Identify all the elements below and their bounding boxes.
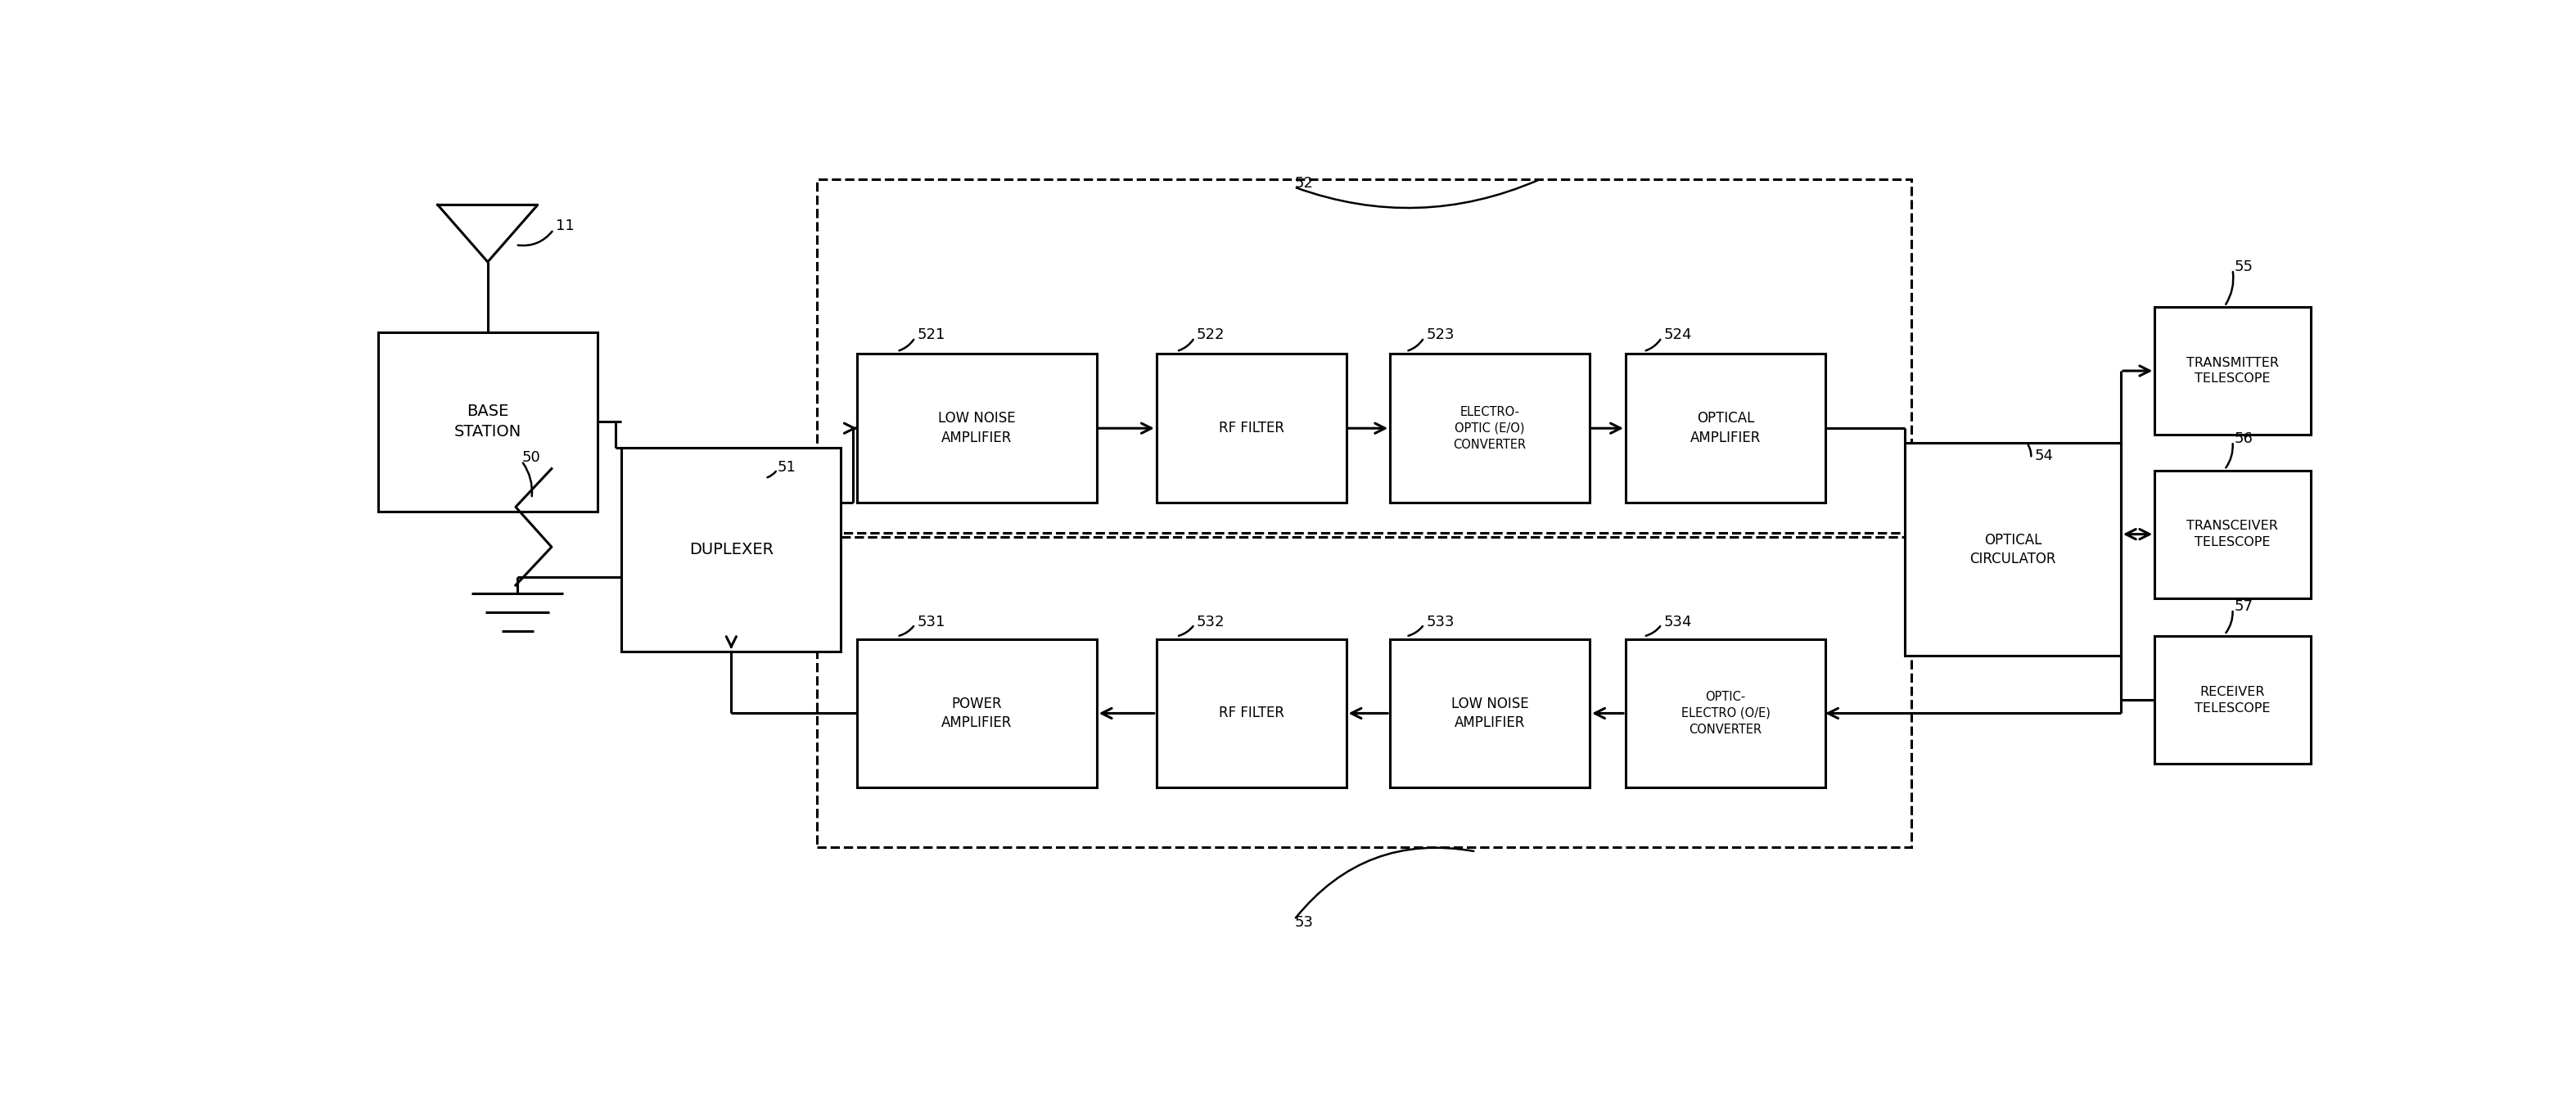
Bar [1157,639,1347,788]
Text: 534: 534 [1664,614,1692,629]
Text: 56: 56 [2233,432,2254,446]
Text: BASE
STATION: BASE STATION [453,404,520,440]
Text: 523: 523 [1427,328,1455,343]
Text: OPTIC-
ELECTRO (O/E)
CONVERTER: OPTIC- ELECTRO (O/E) CONVERTER [1682,691,1770,736]
Bar [817,537,1911,848]
Bar [858,639,1097,788]
Text: RF FILTER: RF FILTER [1218,421,1283,435]
Text: 53: 53 [1293,915,1314,929]
Text: RECEIVER
TELESCOPE: RECEIVER TELESCOPE [2195,686,2269,714]
Text: 52: 52 [1293,177,1314,191]
Text: 532: 532 [1195,614,1224,629]
Text: RF FILTER: RF FILTER [1218,706,1283,720]
Bar [1157,354,1347,503]
Text: POWER
AMPLIFIER: POWER AMPLIFIER [940,696,1012,730]
Text: 57: 57 [2233,599,2254,614]
Bar [858,354,1097,503]
Text: 51: 51 [778,460,796,474]
Text: 531: 531 [917,614,945,629]
Bar [1906,443,2120,656]
Text: OPTICAL
AMPLIFIER: OPTICAL AMPLIFIER [1690,411,1762,445]
Bar [1391,354,1589,503]
Bar [1391,639,1589,788]
Bar [379,333,598,512]
Text: LOW NOISE
AMPLIFIER: LOW NOISE AMPLIFIER [938,411,1015,445]
Bar [2154,636,2311,764]
Text: 55: 55 [2233,260,2254,274]
Text: 521: 521 [917,328,945,343]
Text: ELECTRO-
OPTIC (E/O)
CONVERTER: ELECTRO- OPTIC (E/O) CONVERTER [1453,406,1528,451]
Text: LOW NOISE
AMPLIFIER: LOW NOISE AMPLIFIER [1450,696,1528,730]
Bar [1625,354,1826,503]
Text: 54: 54 [2035,449,2053,463]
Text: DUPLEXER: DUPLEXER [688,541,773,557]
Bar [1625,639,1826,788]
Bar [2154,471,2311,598]
Text: OPTICAL
CIRCULATOR: OPTICAL CIRCULATOR [1971,533,2056,567]
Text: TRANSCEIVER
TELESCOPE: TRANSCEIVER TELESCOPE [2187,520,2277,548]
Text: TRANSMITTER
TELESCOPE: TRANSMITTER TELESCOPE [2187,357,2280,385]
Text: 522: 522 [1195,328,1224,343]
Text: 533: 533 [1427,614,1455,629]
Text: 50: 50 [523,450,541,465]
Text: 524: 524 [1664,328,1692,343]
Bar [2154,307,2311,434]
Bar [817,179,1911,533]
Bar [621,448,840,652]
Text: 11: 11 [556,219,574,233]
